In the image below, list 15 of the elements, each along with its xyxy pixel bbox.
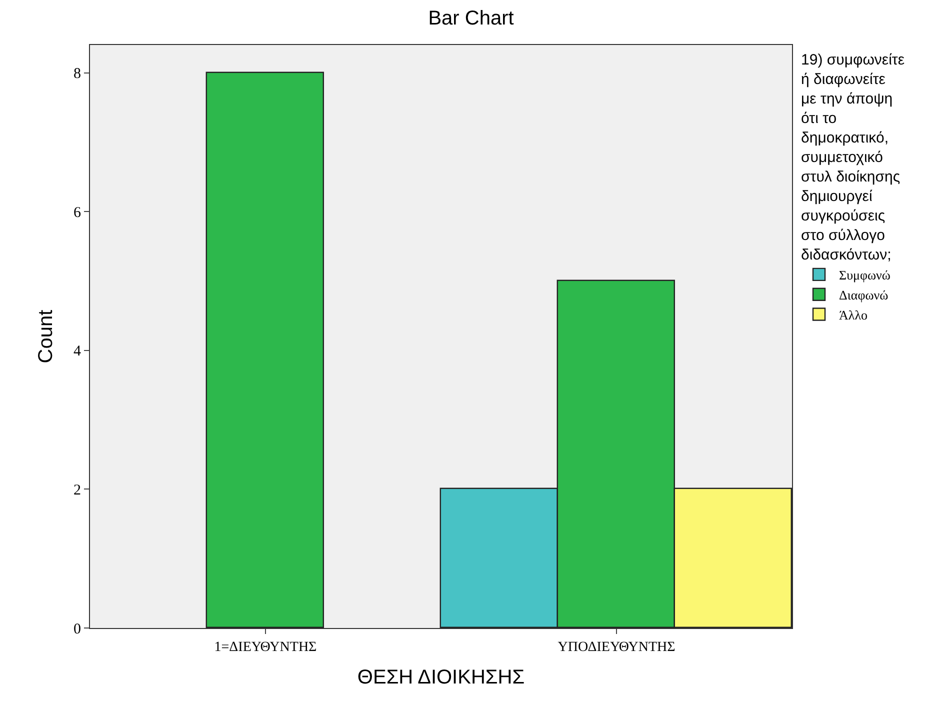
- x-axis-title: ΘΕΣΗ ΔΙΟΙΚΗΣΗΣ: [357, 666, 525, 688]
- x-tick-label: 1=ΔΙΕΥΘΥΝΤΗΣ: [214, 640, 317, 655]
- legend-label: Συμφωνώ: [839, 268, 891, 283]
- y-axis-title: Count: [35, 309, 57, 364]
- x-tick-label: ΥΠΟΔΙΕΥΘΥΝΤΗΣ: [558, 640, 676, 655]
- y-tick-label: 0: [74, 621, 81, 638]
- legend-label: Άλλο: [839, 307, 868, 322]
- legend-label: Διαφωνώ: [839, 287, 889, 302]
- chart-title: Bar Chart: [428, 8, 514, 30]
- y-tick-label: 6: [74, 204, 82, 221]
- y-tick-label: 2: [74, 482, 81, 498]
- y-tick-label: 4: [74, 344, 82, 360]
- bar: [206, 72, 324, 628]
- y-tick-label: 8: [74, 66, 81, 82]
- text: 19) συμφωνείτε ή διαφωνείτε με την άποψη ότι το δημοκρατικό, συμμετοχικό στυλ διοίκησης δημιουργεί συγκρούσεις στο σύλλογο διδασκόντων;: [801, 52, 905, 264]
